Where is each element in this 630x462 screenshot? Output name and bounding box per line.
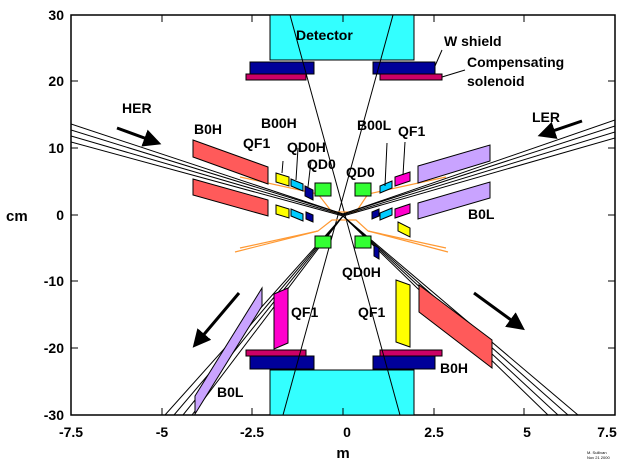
label-b0h-bottom: B0H <box>440 360 468 376</box>
qf1-top-right-a <box>394 171 411 187</box>
label-ler: LER <box>532 109 560 125</box>
qf1-top-right-b <box>394 203 411 219</box>
her-beam-lines <box>71 123 344 217</box>
x-tick-label: 7.5 <box>597 424 617 440</box>
label-qd0h-bottom: QD0H <box>342 264 381 280</box>
y-tick-label: -30 <box>44 407 64 423</box>
y-tick-label: 0 <box>56 207 64 223</box>
b0h-magnet-top <box>192 139 269 185</box>
qd0h-magnet-bottom <box>373 244 380 260</box>
solenoid-bottom-right <box>379 349 443 357</box>
qf1-right-pointer <box>402 141 406 176</box>
detector-top <box>269 15 415 61</box>
x-tick-label: -5 <box>156 424 169 440</box>
y-axis-label: cm <box>6 208 28 225</box>
b0l-magnet-top <box>417 144 491 184</box>
axis-ticks <box>70 14 616 416</box>
solenoid-top-right <box>379 73 443 81</box>
qd0h-pointer <box>307 160 312 188</box>
b0l-magnet-middle <box>417 181 491 220</box>
b0h-magnet-bottom <box>418 283 493 370</box>
label-b00h: B00H <box>261 115 297 131</box>
y-tick-label: 30 <box>48 7 64 23</box>
solenoid-top-left <box>245 73 307 81</box>
y-tick-label: 10 <box>48 140 64 156</box>
b0l-magnet-bottom <box>194 286 263 415</box>
label-b00l: B00L <box>357 117 392 133</box>
outgoing-left-arrow <box>192 292 241 348</box>
b00h-pointer <box>295 147 299 181</box>
b0h-magnet-middle <box>192 178 269 217</box>
qd0-magnet-bottom-left <box>314 235 332 249</box>
w-shield-bottom-right <box>372 355 436 370</box>
x-tick-label: -2.5 <box>240 424 264 440</box>
qd0-magnet-bottom-right <box>354 235 372 249</box>
label-detector: Detector <box>296 27 353 43</box>
x-tick-label: 5 <box>523 424 531 440</box>
signature-line-1: M. Sullivan <box>587 450 607 455</box>
w-shield-pointer <box>434 49 443 67</box>
outgoing-right-arrow <box>473 291 525 331</box>
qf1-left-pointer <box>281 160 284 174</box>
x-tick-label: 2.5 <box>424 424 444 440</box>
solenoid-pointer <box>441 69 466 78</box>
y-tick-label: -20 <box>44 340 64 356</box>
label-qd0-right: QD0 <box>346 164 375 180</box>
y-tick-label: 20 <box>48 73 64 89</box>
label-qd0h-top: QD0H <box>287 139 326 155</box>
label-her: HER <box>122 100 152 116</box>
w-shield-bottom-left <box>249 355 315 370</box>
label-b0l-right: B0L <box>468 206 495 222</box>
label-b0h-top: B0H <box>194 121 222 137</box>
solenoid-bottom-left <box>245 349 307 357</box>
label-qf1-bottom-right: QF1 <box>358 304 385 320</box>
x-tick-label: -7.5 <box>59 424 83 440</box>
qd0h-magnet-mid <box>305 211 314 223</box>
b00l-magnet-b <box>379 207 393 221</box>
qf1-top-left-b <box>275 204 290 219</box>
qd0-magnet-top-left <box>314 182 332 197</box>
qd0h-magnet-top <box>304 185 314 201</box>
qd0-magnet-top-right <box>354 182 372 197</box>
qd0h-magnet-right <box>371 208 380 220</box>
label-qf1-top-left: QF1 <box>243 135 270 151</box>
signature-line-2: Nov 21 2000 <box>587 455 610 460</box>
b00l-pointer <box>384 142 388 187</box>
qf1-top-left-a <box>275 172 290 187</box>
label-compensating: Compensating <box>467 54 564 70</box>
b00l-magnet-a <box>379 180 393 194</box>
b00h-magnet-b <box>290 208 304 222</box>
label-b0l-bottom: B0L <box>217 384 244 400</box>
label-qd0-left: QD0 <box>307 156 336 172</box>
qf1-bottom-left <box>273 287 289 350</box>
ler-arrow <box>537 119 583 139</box>
b00h-magnet-a <box>290 178 304 192</box>
label-qf1-bottom-left: QF1 <box>291 304 318 320</box>
y-tick-label: -10 <box>44 273 64 289</box>
label-solenoid: solenoid <box>467 73 525 89</box>
x-tick-label: 0 <box>343 424 351 440</box>
ler-beam-lines <box>342 119 615 217</box>
detector-bottom <box>269 369 415 415</box>
label-w-shield: W shield <box>444 33 502 49</box>
her-arrow <box>116 126 162 147</box>
w-shield-top-right <box>372 61 436 75</box>
label-qf1-top-right: QF1 <box>398 123 425 139</box>
x-axis-label: m <box>336 445 349 462</box>
qf1-small-right <box>397 221 411 238</box>
qf1-bottom-right <box>395 279 411 348</box>
